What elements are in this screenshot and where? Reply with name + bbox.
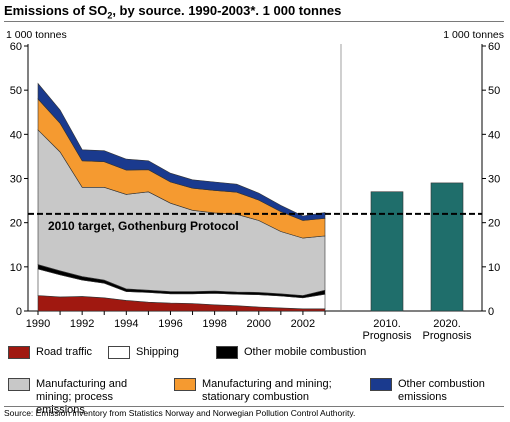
legend-swatch <box>216 346 238 359</box>
y-tick-label-left: 20 <box>10 218 22 230</box>
x-tick-label: 1998 <box>202 318 226 330</box>
y-tick-label-left: 50 <box>10 85 22 97</box>
y-axis-label-left: 1 000 tonnes <box>6 29 67 41</box>
prognosis-label-year: 2020. <box>433 318 461 330</box>
chart-title: Emissions of SO2, by source. 1990-2003*.… <box>4 3 341 21</box>
y-tick-label-right: 20 <box>488 218 500 230</box>
prognosis-label-word: Prognosis <box>423 330 472 342</box>
legend-swatch <box>174 378 196 391</box>
title-rest: , by source. 1990-2003*. 1 000 tonnes <box>112 3 342 18</box>
x-tick-label: 1992 <box>70 318 94 330</box>
legend-swatch <box>370 378 392 391</box>
y-tick-label-left: 40 <box>10 129 22 141</box>
source-note: Source: Emission inventory from Statisti… <box>4 408 356 418</box>
prognosis-bar <box>370 191 404 312</box>
y-tick-label-left: 60 <box>10 41 22 53</box>
title-main: Emissions of SO <box>4 3 108 18</box>
title-subscript: 2 <box>107 10 113 21</box>
legend-label: Other combustion emissions <box>398 378 485 403</box>
y-tick-label-right: 60 <box>488 41 500 53</box>
x-tick-label: 2000 <box>247 318 271 330</box>
x-tick-label: 1990 <box>26 318 50 330</box>
source-divider <box>4 406 504 407</box>
title-divider <box>4 21 504 22</box>
x-tick-label: 2002 <box>291 318 315 330</box>
legend-label: Manufacturing and mining; stationary com… <box>202 378 332 403</box>
legend-swatch <box>108 346 130 359</box>
y-tick-label-right: 0 <box>488 306 494 318</box>
legend-label: Road traffic <box>36 346 93 358</box>
prognosis-label-word: Prognosis <box>363 330 412 342</box>
y-tick-label-left: 10 <box>10 262 22 274</box>
prognosis-bar <box>430 182 464 312</box>
legend-swatch <box>8 346 30 359</box>
prognosis-label-year: 2010. <box>373 318 401 330</box>
y-tick-label-right: 10 <box>488 262 500 274</box>
y-tick-label-left: 30 <box>10 174 22 186</box>
x-tick-label: 1994 <box>114 318 138 330</box>
legend-swatch <box>8 378 30 391</box>
area-series-5 <box>37 82 326 221</box>
x-tick-label: 1996 <box>158 318 182 330</box>
y-tick-label-left: 0 <box>16 306 22 318</box>
legend-label: Shipping <box>136 346 179 358</box>
legend-label: Manufacturing and mining; process emissi… <box>36 378 128 416</box>
target-line-label: 2010 target, Gothenburg Protocol <box>48 219 239 233</box>
y-tick-label-right: 50 <box>488 85 500 97</box>
y-tick-label-right: 30 <box>488 174 500 186</box>
y-axis-label-right: 1 000 tonnes <box>443 29 504 41</box>
y-tick-label-right: 40 <box>488 129 500 141</box>
legend-label: Other mobile combustion <box>244 346 367 358</box>
